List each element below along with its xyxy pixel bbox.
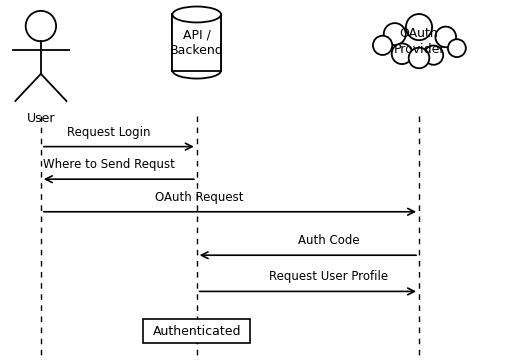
- Text: Authenticated: Authenticated: [152, 325, 241, 338]
- Ellipse shape: [384, 23, 406, 45]
- Ellipse shape: [424, 46, 443, 65]
- Bar: [143, 319, 250, 343]
- Text: OAuth Request: OAuth Request: [155, 191, 244, 204]
- Ellipse shape: [448, 39, 466, 57]
- Text: OAuth
Provider: OAuth Provider: [393, 27, 445, 56]
- Ellipse shape: [409, 48, 429, 68]
- Ellipse shape: [373, 36, 392, 55]
- Bar: [173, 14, 221, 71]
- Text: Request Login: Request Login: [67, 126, 150, 139]
- Text: Request User Profile: Request User Profile: [269, 270, 388, 283]
- Text: User: User: [27, 112, 55, 125]
- Text: API /
Backend: API / Backend: [170, 28, 224, 57]
- Text: Auth Code: Auth Code: [297, 234, 359, 247]
- Ellipse shape: [435, 27, 456, 47]
- Ellipse shape: [172, 7, 221, 22]
- Text: Where to Send Requst: Where to Send Requst: [42, 158, 175, 171]
- Ellipse shape: [406, 14, 432, 40]
- Ellipse shape: [392, 43, 412, 64]
